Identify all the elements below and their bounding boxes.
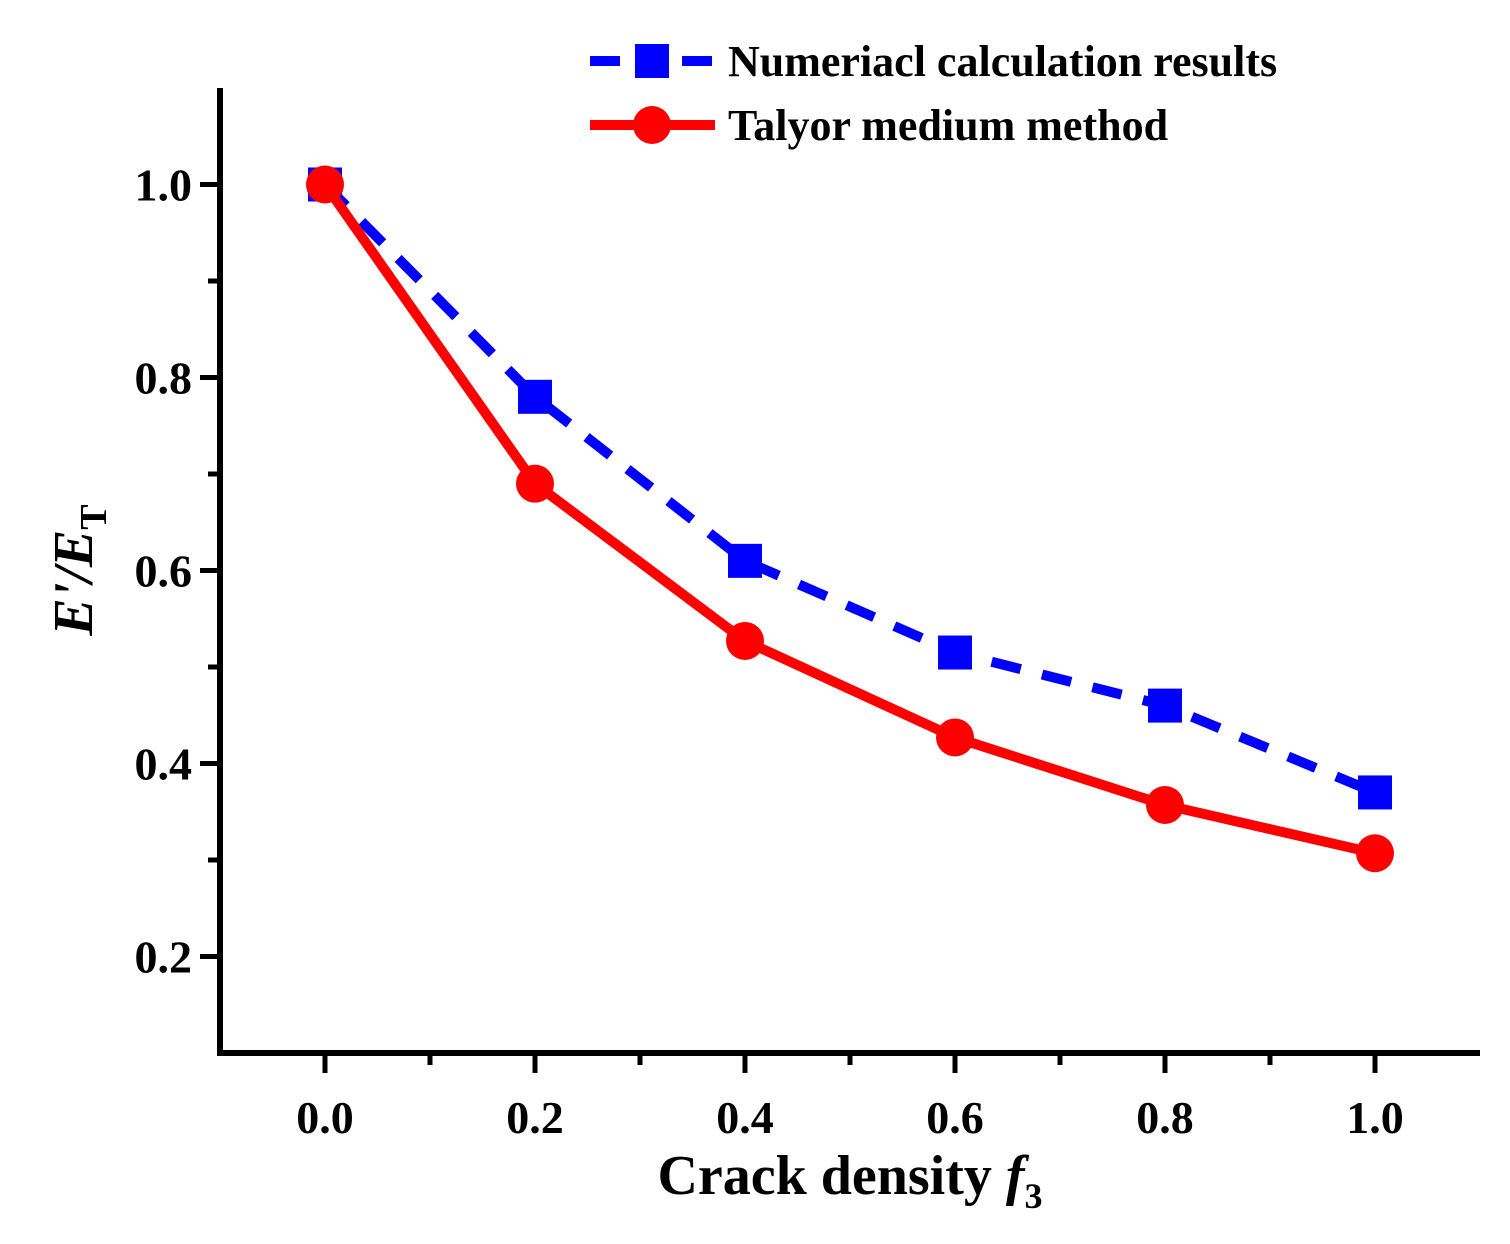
legend-marker — [635, 44, 669, 78]
data-point — [936, 718, 974, 757]
legend-label: Numeriacl calculation results — [728, 37, 1277, 86]
y-tick-label: 0.4 — [135, 739, 193, 790]
legend-item: Numeriacl calculation results — [590, 37, 1277, 86]
legend-marker — [633, 106, 671, 144]
data-point — [726, 621, 764, 660]
legend-label: Talyor medium method — [728, 101, 1168, 150]
y-tick-label: 0.6 — [135, 546, 193, 597]
data-point — [1148, 688, 1182, 723]
data-point — [1356, 834, 1394, 873]
y-tick-label: 0.2 — [135, 932, 193, 983]
data-point — [516, 464, 554, 503]
x-axis-title: Crack density f3 — [657, 1145, 1042, 1216]
series-line — [321, 180, 1377, 798]
data-point — [1146, 785, 1184, 824]
y-tick-label: 0.8 — [135, 353, 193, 404]
data-point — [728, 543, 762, 578]
series-line — [320, 181, 1377, 859]
x-tick-label: 0.2 — [506, 1092, 564, 1143]
data-point — [518, 379, 552, 414]
data-point — [938, 635, 972, 670]
x-tick-label: 0.4 — [716, 1092, 774, 1143]
y-axis-title: E'/ET — [43, 504, 115, 636]
data-point — [306, 165, 344, 204]
y-tick-label: 1.0 — [135, 160, 193, 211]
series-layer — [306, 165, 1394, 873]
x-tick-label: 0.8 — [1136, 1092, 1194, 1143]
data-point — [1358, 775, 1392, 810]
x-tick-label: 0.0 — [296, 1092, 354, 1143]
x-tick-label: 0.6 — [926, 1092, 984, 1143]
legend: Numeriacl calculation results Talyor medi… — [590, 37, 1277, 150]
legend-item: Talyor medium method — [590, 101, 1168, 150]
x-tick-label: 1.0 — [1346, 1092, 1404, 1143]
series-2 — [306, 165, 1394, 873]
series-1 — [308, 167, 1392, 810]
